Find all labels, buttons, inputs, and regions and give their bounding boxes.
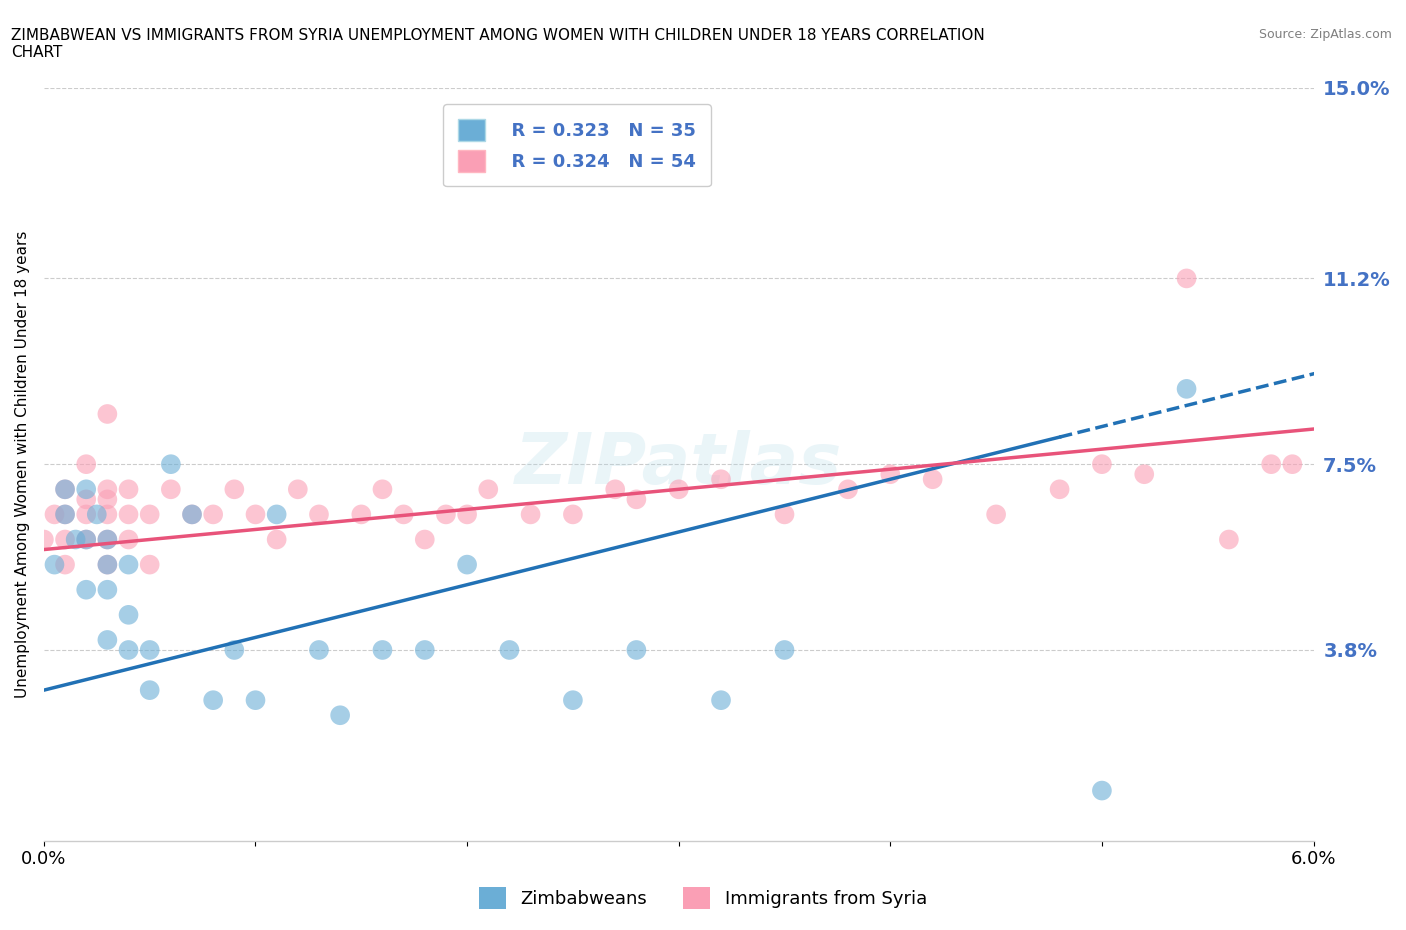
Point xyxy=(434,507,457,522)
Point xyxy=(117,532,139,547)
Point xyxy=(350,507,373,522)
Point xyxy=(96,557,118,572)
Point xyxy=(96,482,118,497)
Point xyxy=(561,693,583,708)
Legend:   R = 0.323   N = 35,   R = 0.324   N = 54: R = 0.323 N = 35, R = 0.324 N = 54 xyxy=(443,104,711,186)
Point xyxy=(1049,482,1071,497)
Point xyxy=(96,582,118,597)
Point xyxy=(245,507,267,522)
Point xyxy=(413,532,436,547)
Point xyxy=(245,693,267,708)
Point xyxy=(138,507,160,522)
Point xyxy=(308,507,330,522)
Point xyxy=(371,482,394,497)
Point xyxy=(456,507,478,522)
Point xyxy=(96,532,118,547)
Point xyxy=(773,507,796,522)
Point xyxy=(202,693,225,708)
Point xyxy=(1175,381,1198,396)
Point xyxy=(96,632,118,647)
Point xyxy=(53,482,76,497)
Point xyxy=(32,532,55,547)
Point xyxy=(44,557,66,572)
Point xyxy=(53,557,76,572)
Text: ZIMBABWEAN VS IMMIGRANTS FROM SYRIA UNEMPLOYMENT AMONG WOMEN WITH CHILDREN UNDER: ZIMBABWEAN VS IMMIGRANTS FROM SYRIA UNEM… xyxy=(11,28,986,60)
Point xyxy=(710,472,733,486)
Point xyxy=(287,482,309,497)
Point xyxy=(44,507,66,522)
Point xyxy=(224,482,246,497)
Point xyxy=(160,482,183,497)
Point xyxy=(202,507,225,522)
Point xyxy=(86,507,108,522)
Point xyxy=(96,557,118,572)
Point xyxy=(921,472,943,486)
Point xyxy=(561,507,583,522)
Point xyxy=(138,557,160,572)
Point xyxy=(308,643,330,658)
Point xyxy=(668,482,690,497)
Point xyxy=(117,557,139,572)
Point xyxy=(413,643,436,658)
Point xyxy=(96,492,118,507)
Point xyxy=(138,643,160,658)
Point xyxy=(75,482,97,497)
Point xyxy=(710,693,733,708)
Point xyxy=(75,507,97,522)
Point xyxy=(1218,532,1240,547)
Point xyxy=(53,532,76,547)
Point xyxy=(65,532,87,547)
Point xyxy=(117,643,139,658)
Point xyxy=(837,482,859,497)
Point xyxy=(96,507,118,522)
Point xyxy=(266,532,288,547)
Point xyxy=(392,507,415,522)
Point xyxy=(75,582,97,597)
Point xyxy=(371,643,394,658)
Point xyxy=(53,507,76,522)
Point xyxy=(329,708,352,723)
Point xyxy=(773,643,796,658)
Point xyxy=(117,482,139,497)
Point xyxy=(984,507,1007,522)
Y-axis label: Unemployment Among Women with Children Under 18 years: Unemployment Among Women with Children U… xyxy=(15,231,30,698)
Point xyxy=(1091,783,1114,798)
Point xyxy=(224,643,246,658)
Point xyxy=(266,507,288,522)
Point xyxy=(605,482,627,497)
Point xyxy=(626,492,648,507)
Point xyxy=(1175,271,1198,286)
Point xyxy=(96,532,118,547)
Point xyxy=(498,643,520,658)
Point xyxy=(519,507,541,522)
Point xyxy=(879,467,901,482)
Point xyxy=(626,643,648,658)
Point xyxy=(53,507,76,522)
Legend: Zimbabweans, Immigrants from Syria: Zimbabweans, Immigrants from Syria xyxy=(471,880,935,916)
Point xyxy=(1260,457,1282,472)
Point xyxy=(181,507,204,522)
Point xyxy=(96,406,118,421)
Point xyxy=(117,607,139,622)
Point xyxy=(117,507,139,522)
Point xyxy=(1281,457,1303,472)
Point xyxy=(75,457,97,472)
Point xyxy=(138,683,160,698)
Text: Source: ZipAtlas.com: Source: ZipAtlas.com xyxy=(1258,28,1392,41)
Point xyxy=(75,492,97,507)
Point xyxy=(1133,467,1156,482)
Point xyxy=(160,457,183,472)
Point xyxy=(53,482,76,497)
Point xyxy=(75,532,97,547)
Point xyxy=(181,507,204,522)
Point xyxy=(477,482,499,497)
Text: ZIPatlas: ZIPatlas xyxy=(515,430,842,498)
Point xyxy=(75,532,97,547)
Point xyxy=(456,557,478,572)
Point xyxy=(1091,457,1114,472)
